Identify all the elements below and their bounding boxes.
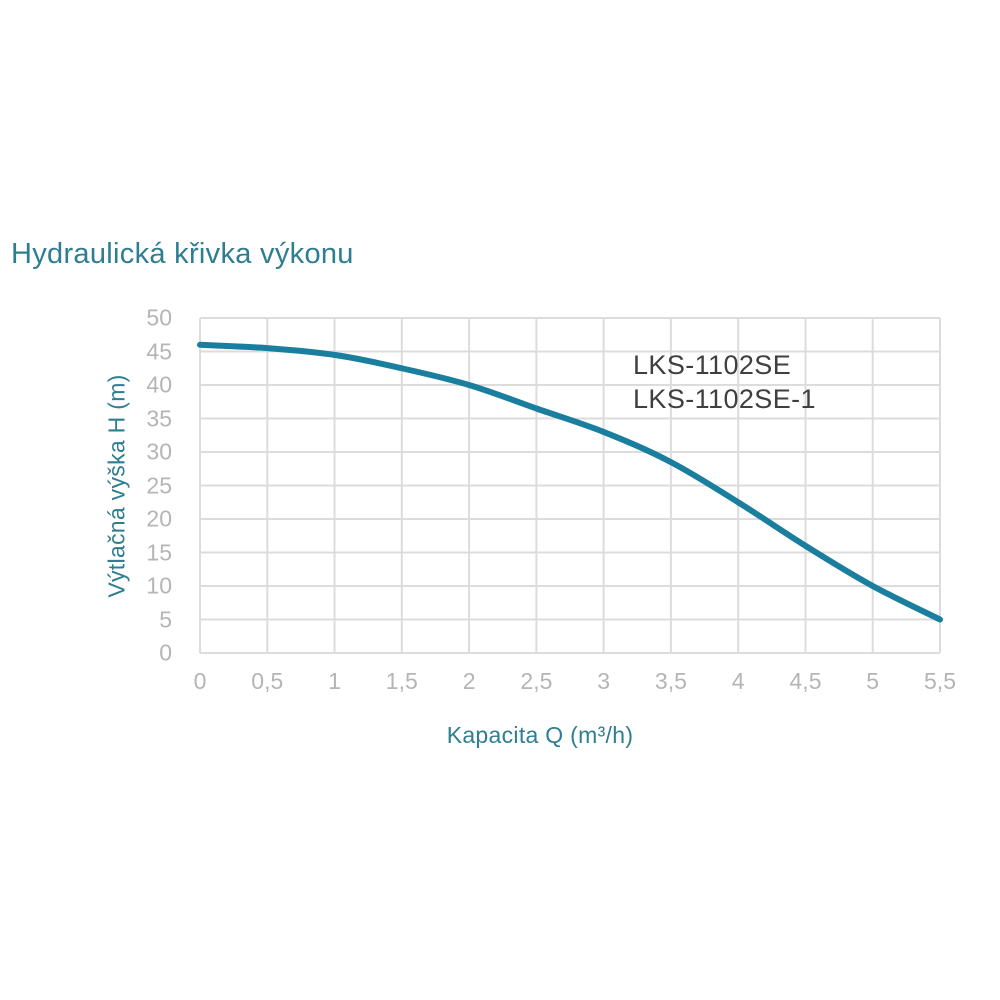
x-axis-tick-labels: 0 0,5 1 1,5 2 2,5 3 3,5 4 4,5 5 5,5 (194, 668, 956, 698)
y-tick-label: 45 (146, 338, 172, 364)
y-tick-label: 25 (146, 472, 172, 498)
x-tick-label: 5 (866, 668, 880, 694)
x-tick-label: 1 (328, 668, 341, 694)
x-axis-title: Kapacita Q (m³/h) (446, 722, 634, 748)
plot-area-svg (197, 317, 943, 654)
y-tick-label: 20 (146, 505, 172, 532)
x-tick-label: 3 (597, 668, 610, 694)
y-tick-label: 5 (159, 606, 172, 632)
y-tick-label: 15 (146, 539, 172, 565)
series-annotation-line-2: LKS-1102SE-1 (633, 384, 816, 414)
y-axis-tick-labels: 0 5 10 15 20 25 30 35 40 45 50 (0, 305, 186, 666)
x-tick-label: 2 (462, 668, 476, 694)
y-tick-label: 10 (146, 572, 172, 599)
x-tick-label: 1,5 (385, 668, 418, 694)
y-tick-label: 35 (146, 405, 172, 431)
chart-title: Hydraulická křivka výkonu (11, 238, 354, 270)
x-tick-label: 4 (731, 668, 745, 694)
y-tick-label: 50 (146, 304, 172, 331)
x-tick-label: 4,5 (789, 668, 822, 694)
series-annotation: LKS-1102SE LKS-1102SE-1 (633, 348, 816, 416)
x-tick-label: 0,5 (251, 668, 284, 694)
grid-line-path (199, 317, 941, 654)
x-tick-label: 2,5 (520, 668, 553, 694)
x-tick-label: 5,5 (924, 668, 956, 694)
series-annotation-line-1: LKS-1102SE (633, 350, 792, 380)
x-tick-label: 3,5 (654, 668, 687, 694)
plot-area: LKS-1102SE LKS-1102SE-1 (197, 317, 943, 654)
y-tick-label: 30 (146, 438, 172, 465)
y-tick-label: 40 (146, 371, 172, 398)
pump-curve-line (197, 341, 943, 623)
grid-lines (199, 317, 941, 654)
y-tick-label: 0 (159, 639, 172, 666)
x-tick-label: 0 (193, 668, 207, 694)
